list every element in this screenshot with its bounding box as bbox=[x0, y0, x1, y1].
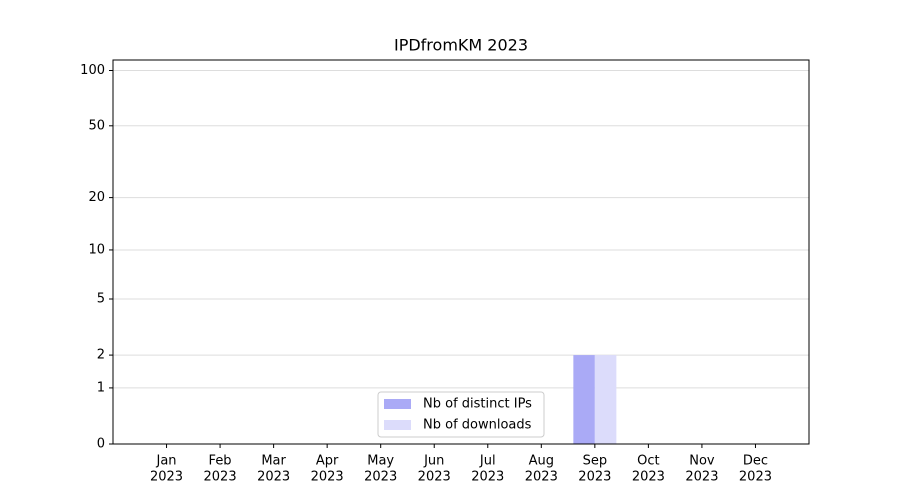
y-tick-label: 50 bbox=[88, 118, 105, 133]
x-tick-label: 2023 bbox=[257, 470, 290, 485]
legend-swatch bbox=[384, 399, 411, 409]
x-tick-label: 2023 bbox=[739, 470, 772, 485]
bar bbox=[594, 355, 617, 444]
x-tick-label: Oct bbox=[637, 454, 659, 469]
y-tick-label: 5 bbox=[97, 291, 105, 306]
x-tick-label: 2023 bbox=[204, 470, 237, 485]
y-tick-label: 1 bbox=[97, 380, 105, 395]
y-tick-label: 0 bbox=[97, 437, 105, 452]
x-tick-label: 2023 bbox=[632, 470, 665, 485]
x-tick-label: 2023 bbox=[418, 470, 451, 485]
x-tick-label: Nov bbox=[689, 454, 715, 469]
x-tick-label: Mar bbox=[261, 454, 286, 469]
x-tick-label: Feb bbox=[209, 454, 232, 469]
x-tick-label: Jul bbox=[479, 454, 496, 469]
legend-box bbox=[377, 391, 545, 438]
x-tick-label: Jun bbox=[423, 454, 444, 469]
x-tick-label: Apr bbox=[316, 454, 339, 469]
x-tick-label: Aug bbox=[529, 454, 554, 469]
y-tick-label: 10 bbox=[88, 242, 105, 257]
x-tick-label: 2023 bbox=[685, 470, 718, 485]
y-tick-label: 20 bbox=[88, 190, 105, 205]
x-tick-label: 2023 bbox=[471, 470, 504, 485]
x-tick-label: Jan bbox=[156, 454, 177, 469]
x-tick-label: 2023 bbox=[364, 470, 397, 485]
bar bbox=[573, 355, 595, 444]
plot-frame bbox=[112, 59, 810, 445]
x-tick-label: May bbox=[367, 454, 394, 469]
x-tick-label: 2023 bbox=[525, 470, 558, 485]
legend: Nb of distinct IPs Nb of downloads bbox=[377, 391, 545, 438]
x-tick-label: 2023 bbox=[311, 470, 344, 485]
chart-title: IPDfromKM 2023 bbox=[394, 36, 528, 55]
y-tick-label: 2 bbox=[97, 348, 105, 363]
y-tick-label: 100 bbox=[80, 63, 105, 78]
legend-label: Nb of downloads bbox=[423, 418, 532, 433]
x-tick-label: Sep bbox=[583, 454, 608, 469]
x-tick-label: 2023 bbox=[150, 470, 183, 485]
legend-swatch bbox=[384, 420, 411, 430]
x-tick-label: 2023 bbox=[578, 470, 611, 485]
legend-label: Nb of distinct IPs bbox=[423, 397, 532, 412]
x-tick-label: Dec bbox=[743, 454, 768, 469]
